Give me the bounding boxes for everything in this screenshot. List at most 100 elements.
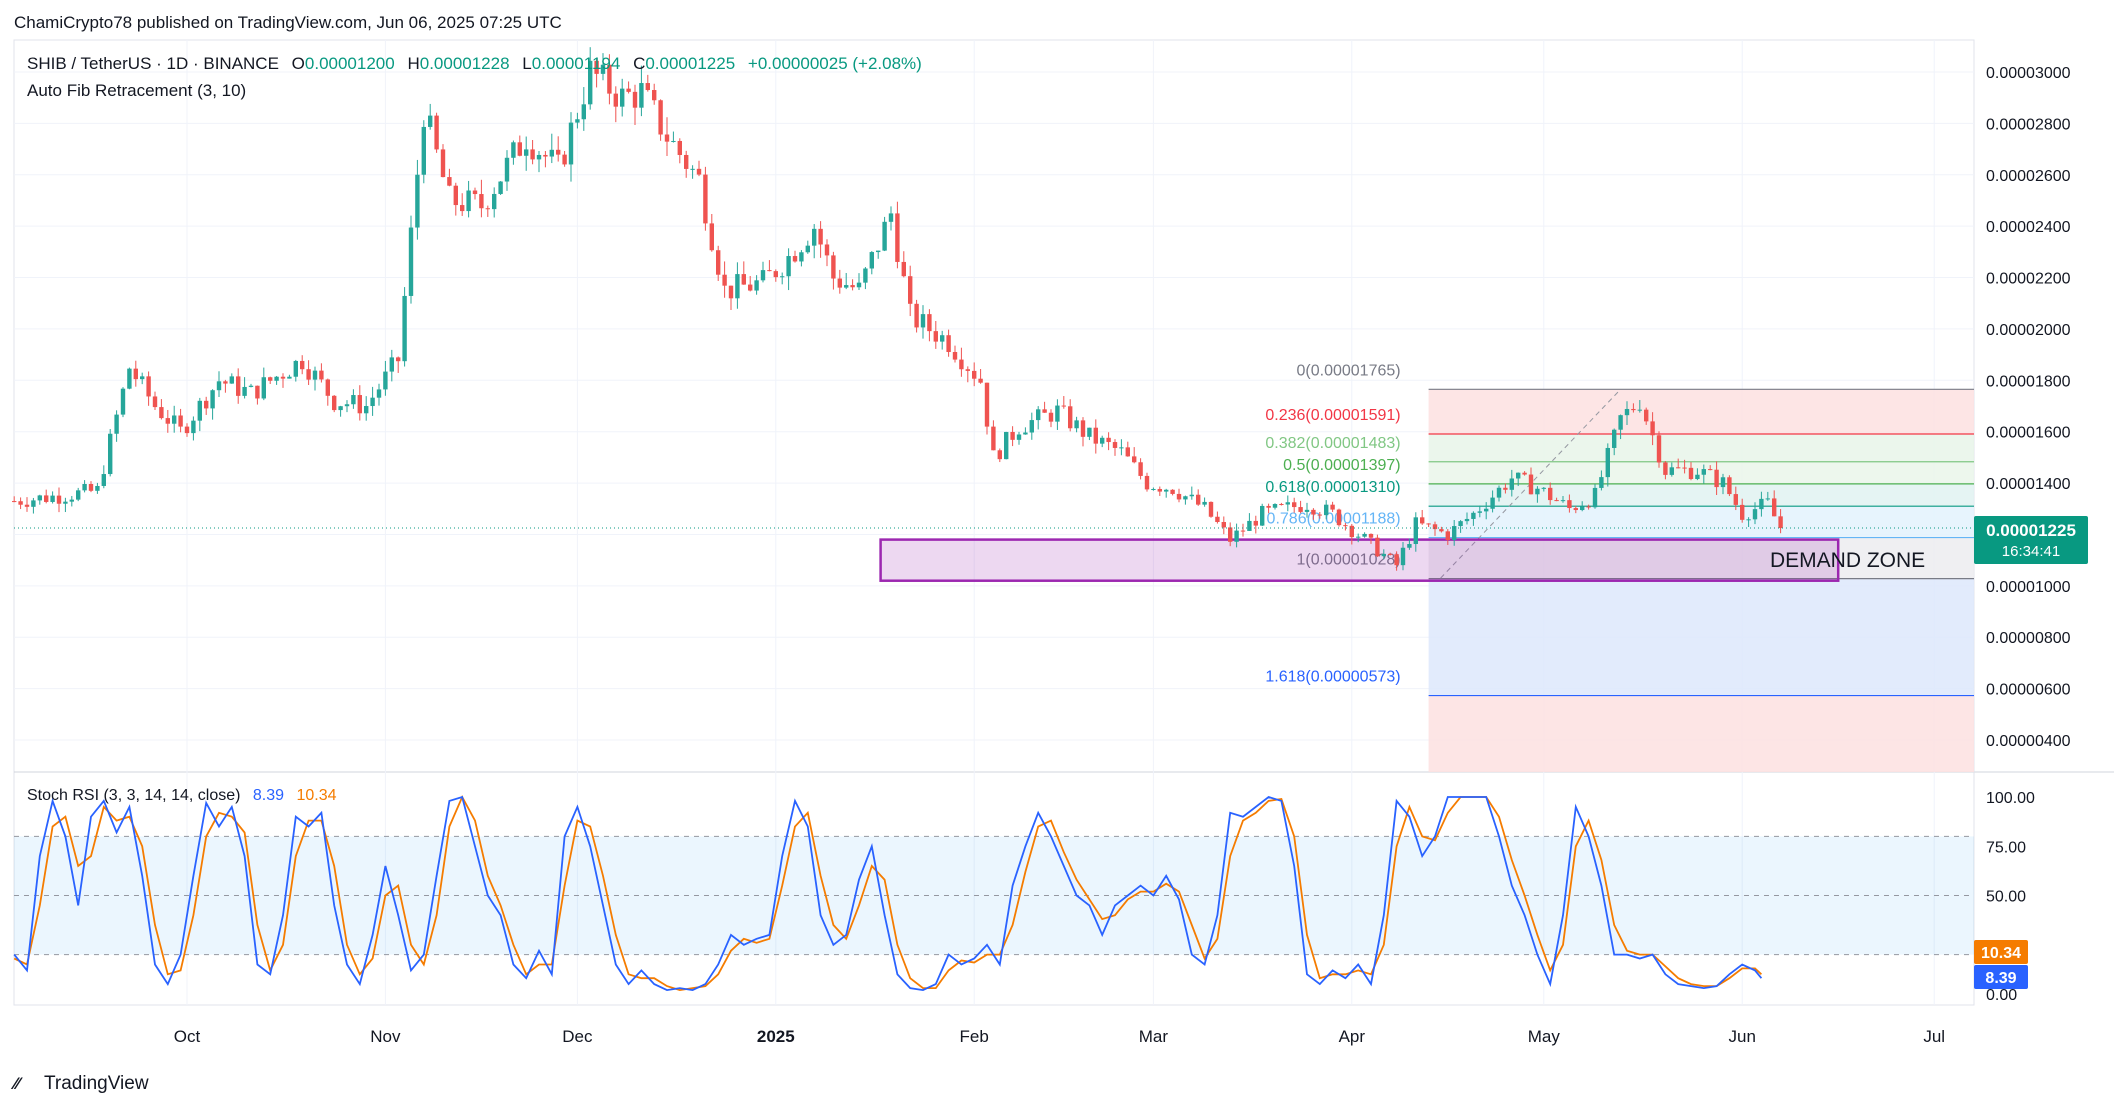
candle-body xyxy=(293,360,298,377)
candle-body xyxy=(178,415,183,427)
stoch-rsi-pane xyxy=(13,794,1974,992)
svg-text:Stoch RSI (3, 3, 14, 14, close: Stoch RSI (3, 3, 14, 14, close) 8.39 10.… xyxy=(27,787,337,804)
candle-body xyxy=(312,370,318,380)
candle-body xyxy=(69,499,74,502)
candle-body xyxy=(1605,447,1610,478)
candle-body xyxy=(1720,477,1726,488)
candle-body xyxy=(818,228,823,245)
candle-body xyxy=(383,371,388,390)
candle-body xyxy=(1727,477,1732,495)
candle-body xyxy=(338,406,343,411)
candle-body xyxy=(1688,467,1694,480)
candle-body xyxy=(946,335,951,353)
candle-body xyxy=(1055,405,1060,422)
candle-body xyxy=(1144,475,1150,490)
candle-body xyxy=(671,140,676,142)
candle-body xyxy=(440,149,446,178)
demand-zone[interactable] xyxy=(879,538,1840,582)
candle-body xyxy=(165,418,170,424)
candle-body xyxy=(1580,506,1585,511)
published-header: ChamiCrypto78 published on TradingView.c… xyxy=(14,13,562,32)
candle-body xyxy=(1618,415,1623,430)
candle-body xyxy=(370,397,375,407)
candle-body xyxy=(1349,525,1354,538)
candle-body xyxy=(1042,409,1047,413)
candle-body xyxy=(696,168,702,175)
indicator-label: Auto Fib Retracement (3, 10) xyxy=(27,81,246,100)
fib-band xyxy=(1428,506,1974,538)
candle-body xyxy=(1535,488,1540,495)
candle-body xyxy=(799,252,804,262)
candle-body xyxy=(1330,504,1335,510)
candle-body xyxy=(216,381,222,391)
candle-body xyxy=(1285,502,1290,505)
candle-body xyxy=(415,174,420,228)
candle-body xyxy=(652,90,657,101)
candle-body xyxy=(620,88,625,107)
candle-body xyxy=(1624,408,1630,416)
candle-body xyxy=(1176,493,1182,500)
candle-body xyxy=(690,168,695,170)
candle-body xyxy=(997,450,1002,460)
candle-body xyxy=(1695,474,1700,480)
candle-body xyxy=(1240,530,1246,532)
fib-retracement[interactable]: 0(0.00001765) 0.236(0.00001591) 0.382(0.00… xyxy=(1265,362,1974,772)
svg-text:8.39: 8.39 xyxy=(1985,970,2016,987)
candle-body xyxy=(1125,447,1130,457)
candle-body xyxy=(1490,497,1495,509)
candle-body xyxy=(120,388,126,415)
candle-body xyxy=(1036,409,1041,421)
price-tick-label: 0.00002200 xyxy=(1986,271,2071,288)
candle-body xyxy=(1228,527,1233,542)
candle-body xyxy=(1592,487,1598,508)
candle-body xyxy=(1362,533,1367,537)
candle-body xyxy=(1381,553,1386,557)
candle-body xyxy=(908,276,913,304)
price-tick-label: 0.00002800 xyxy=(1986,116,2071,133)
candle-body xyxy=(543,154,548,157)
candle-body xyxy=(1266,505,1271,508)
candle-body xyxy=(1778,516,1783,529)
stoch-tick-label: 75.00 xyxy=(1986,839,2026,856)
candle-body xyxy=(1644,409,1649,422)
candle-body xyxy=(108,433,113,475)
price-badge: 0.00001225 16:34:41 xyxy=(1974,516,2088,564)
candle-body xyxy=(1676,467,1681,469)
fib-band xyxy=(1428,578,1974,696)
candle-body xyxy=(728,285,734,299)
candle-body xyxy=(1221,522,1226,528)
candle-body xyxy=(1682,467,1687,469)
candle-body xyxy=(261,377,266,399)
candle-body xyxy=(1202,501,1207,505)
candle-body xyxy=(1368,533,1374,538)
candle-body xyxy=(613,93,618,107)
candle-body xyxy=(1208,501,1214,517)
candle-body xyxy=(792,256,798,262)
candle-body xyxy=(1413,517,1418,545)
candle-body xyxy=(1157,488,1162,492)
candle-body xyxy=(95,485,100,491)
candle-body xyxy=(114,414,119,434)
candle-body xyxy=(1311,509,1316,515)
candle-body xyxy=(159,407,164,419)
candle-body xyxy=(735,274,740,299)
candle-body xyxy=(876,250,881,253)
tradingview-logo[interactable]: ⁄⁄ TradingView xyxy=(10,1073,149,1094)
price-tick-label: 0.00001600 xyxy=(1986,425,2071,442)
candle-body xyxy=(255,385,260,399)
candle-body xyxy=(1106,437,1111,443)
candle-body xyxy=(1746,519,1751,521)
candle-body xyxy=(357,395,362,414)
demand-zone-box xyxy=(879,538,1840,582)
candle-body xyxy=(812,228,817,246)
candle-body xyxy=(210,390,215,409)
candle-body xyxy=(1080,420,1086,437)
candle-body xyxy=(50,495,55,502)
candle-body xyxy=(927,314,932,332)
candle-body xyxy=(460,205,465,212)
time-tick-label: 2025 xyxy=(757,1027,795,1046)
candle-body xyxy=(1317,514,1322,516)
low-label: L xyxy=(522,54,531,73)
candle-body xyxy=(1752,509,1758,520)
